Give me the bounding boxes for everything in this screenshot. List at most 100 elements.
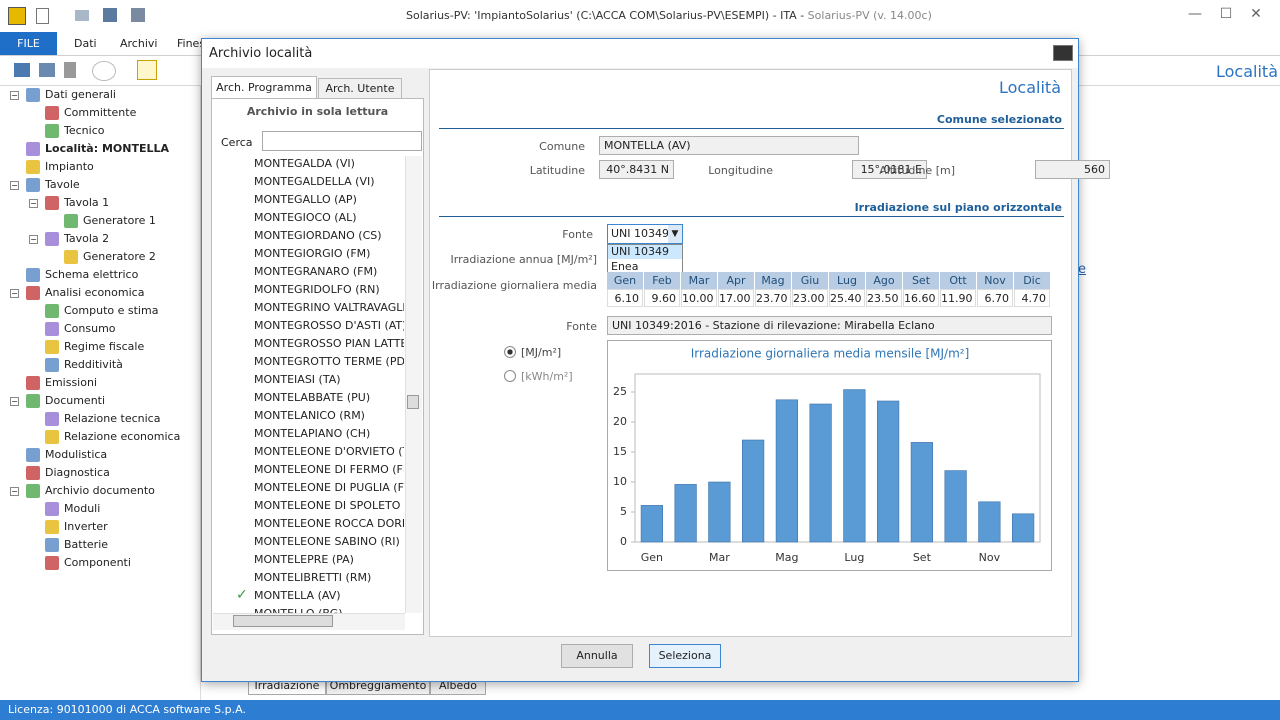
bar xyxy=(979,502,1001,542)
menu-item[interactable]: Archivi xyxy=(120,37,157,50)
list-item[interactable]: MONTELIBRETTI (RM) xyxy=(254,571,404,584)
tree-item[interactable]: Analisi economica xyxy=(45,286,144,299)
list-item[interactable]: MONTELAPIANO (CH) xyxy=(254,427,404,440)
tool-icon[interactable] xyxy=(39,63,55,77)
tree-item[interactable]: Generatore 1 xyxy=(83,214,156,227)
menu-item[interactable]: FILE xyxy=(0,32,57,55)
radio-label[interactable]: [kWh/m²] xyxy=(521,370,573,383)
tree-item[interactable]: Impianto xyxy=(45,160,94,173)
list-item[interactable]: MONTEGALDELLA (VI) xyxy=(254,175,404,188)
list-item[interactable]: MONTEGIOCO (AL) xyxy=(254,211,404,224)
move-icon[interactable] xyxy=(92,61,116,81)
list-item[interactable]: MONTELLA (AV) xyxy=(254,589,404,602)
tree-item[interactable]: Computo e stima xyxy=(64,304,158,317)
list-item[interactable]: MONTELEONE ROCCA DORIA ( xyxy=(254,517,404,530)
tree-item[interactable]: Archivio documento xyxy=(45,484,155,497)
list-item[interactable]: MONTEGRINO VALTRAVAGLIA xyxy=(254,301,404,314)
radio[interactable] xyxy=(504,346,516,358)
link-fragment[interactable]: e xyxy=(1078,262,1086,277)
list-item[interactable]: MONTEGROSSO D'ASTI (AT) xyxy=(254,319,404,332)
expander[interactable]: − xyxy=(29,235,38,244)
list-item[interactable]: MONTEGIORGIO (FM) xyxy=(254,247,404,260)
expander[interactable]: − xyxy=(29,199,38,208)
radio-label[interactable]: [MJ/m²] xyxy=(521,346,561,359)
list-item[interactable]: MONTEGALDA (VI) xyxy=(254,157,404,170)
tree-item[interactable]: Regime fiscale xyxy=(64,340,144,353)
list-item[interactable]: MONTELEONE SABINO (RI) xyxy=(254,535,404,548)
list-item[interactable]: MONTEGROSSO PIAN LATTE (I xyxy=(254,337,404,350)
button[interactable]: Annulla xyxy=(561,644,633,668)
tree-item[interactable]: Emissioni xyxy=(45,376,97,389)
list-item[interactable]: MONTELABBATE (PU) xyxy=(254,391,404,404)
tree-item[interactable]: Generatore 2 xyxy=(83,250,156,263)
list-item[interactable]: MONTELEONE D'ORVIETO (TR) xyxy=(254,445,404,458)
tree-item[interactable]: Relazione tecnica xyxy=(64,412,160,425)
tree-icon xyxy=(45,196,59,210)
tree-item[interactable]: Documenti xyxy=(45,394,105,407)
button[interactable]: Seleziona xyxy=(649,644,721,668)
tree-item[interactable]: Tavole xyxy=(45,178,80,191)
list-item[interactable]: MONTEGRANARO (FM) xyxy=(254,265,404,278)
list-item[interactable]: MONTELEONE DI PUGLIA (FG) xyxy=(254,481,404,494)
h-scroll-thumb[interactable] xyxy=(233,615,333,627)
expander[interactable]: − xyxy=(10,397,19,406)
source-value: UNI 10349:2016 - Stazione di rilevazione… xyxy=(607,316,1052,335)
expander[interactable]: − xyxy=(10,181,19,190)
tab[interactable]: Arch. Programma xyxy=(211,76,317,99)
tree-item[interactable]: Consumo xyxy=(64,322,116,335)
radio[interactable] xyxy=(504,370,516,382)
list-item[interactable]: MONTEGIORDANO (CS) xyxy=(254,229,404,242)
tree-panel: − Dati generali Committente Tecnico Località… xyxy=(0,86,201,700)
dialog-icon[interactable] xyxy=(1053,45,1073,61)
tool-icon-active[interactable] xyxy=(137,60,157,80)
x-tick-label: Gen xyxy=(641,551,663,564)
tree-item[interactable]: Località: MONTELLA xyxy=(45,142,169,155)
list-item[interactable]: MONTELANICO (RM) xyxy=(254,409,404,422)
expander[interactable]: − xyxy=(10,91,19,100)
list-item[interactable]: MONTELEONE DI SPOLETO (PG xyxy=(254,499,404,512)
readonly-note: Archivio in sola lettura xyxy=(211,105,424,118)
tree-item[interactable]: Moduli xyxy=(64,502,100,515)
tree-icon xyxy=(45,106,59,120)
month-value: 9.60 xyxy=(644,289,680,307)
list-item[interactable]: MONTELEONE DI FERMO (FM) xyxy=(254,463,404,476)
bar xyxy=(709,482,731,542)
combo-arrow[interactable]: ▼ xyxy=(668,225,682,243)
tree-item[interactable]: Tavola 1 xyxy=(64,196,109,209)
tree-item[interactable]: Committente xyxy=(64,106,136,119)
tree-item[interactable]: Diagnostica xyxy=(45,466,110,479)
tool-icon[interactable] xyxy=(64,62,76,78)
open-icon[interactable] xyxy=(75,10,89,21)
tool-icon[interactable] xyxy=(14,63,30,77)
tree-item[interactable]: Relazione economica xyxy=(64,430,180,443)
expander[interactable]: − xyxy=(10,289,19,298)
tree-icon xyxy=(64,214,78,228)
search-input[interactable] xyxy=(262,131,422,151)
tree-item[interactable]: Schema elettrico xyxy=(45,268,138,281)
scroll-thumb[interactable] xyxy=(407,395,419,409)
tree-item[interactable]: Tecnico xyxy=(64,124,104,137)
expander[interactable]: − xyxy=(10,487,19,496)
window-controls[interactable]: — ☐ ✕ xyxy=(1188,6,1262,22)
list-item[interactable]: MONTEGALLO (AP) xyxy=(254,193,404,206)
list-item[interactable]: MONTEGROTTO TERME (PD) xyxy=(254,355,404,368)
new-icon[interactable] xyxy=(36,8,49,24)
tree-item[interactable]: Inverter xyxy=(64,520,108,533)
v-scrollbar[interactable] xyxy=(405,156,422,613)
tree-item[interactable]: Tavola 2 xyxy=(64,232,109,245)
menu-item[interactable]: Dati xyxy=(74,37,97,50)
tree-item[interactable]: Modulistica xyxy=(45,448,107,461)
list-item[interactable]: MONTELEPRE (PA) xyxy=(254,553,404,566)
save-icon[interactable] xyxy=(103,8,117,22)
tab[interactable]: Arch. Utente xyxy=(318,78,402,99)
tree-item[interactable]: Componenti xyxy=(64,556,131,569)
bar xyxy=(776,400,798,542)
tree-item[interactable]: Redditività xyxy=(64,358,123,371)
list-item[interactable]: MONTEGRIDOLFO (RN) xyxy=(254,283,404,296)
month-value: 6.70 xyxy=(977,289,1013,307)
list-item[interactable]: MONTEIASI (TA) xyxy=(254,373,404,386)
tree-item[interactable]: Dati generali xyxy=(45,88,116,101)
save-all-icon[interactable] xyxy=(131,8,145,22)
dropdown-option[interactable]: UNI 10349 xyxy=(608,245,682,259)
tree-item[interactable]: Batterie xyxy=(64,538,108,551)
